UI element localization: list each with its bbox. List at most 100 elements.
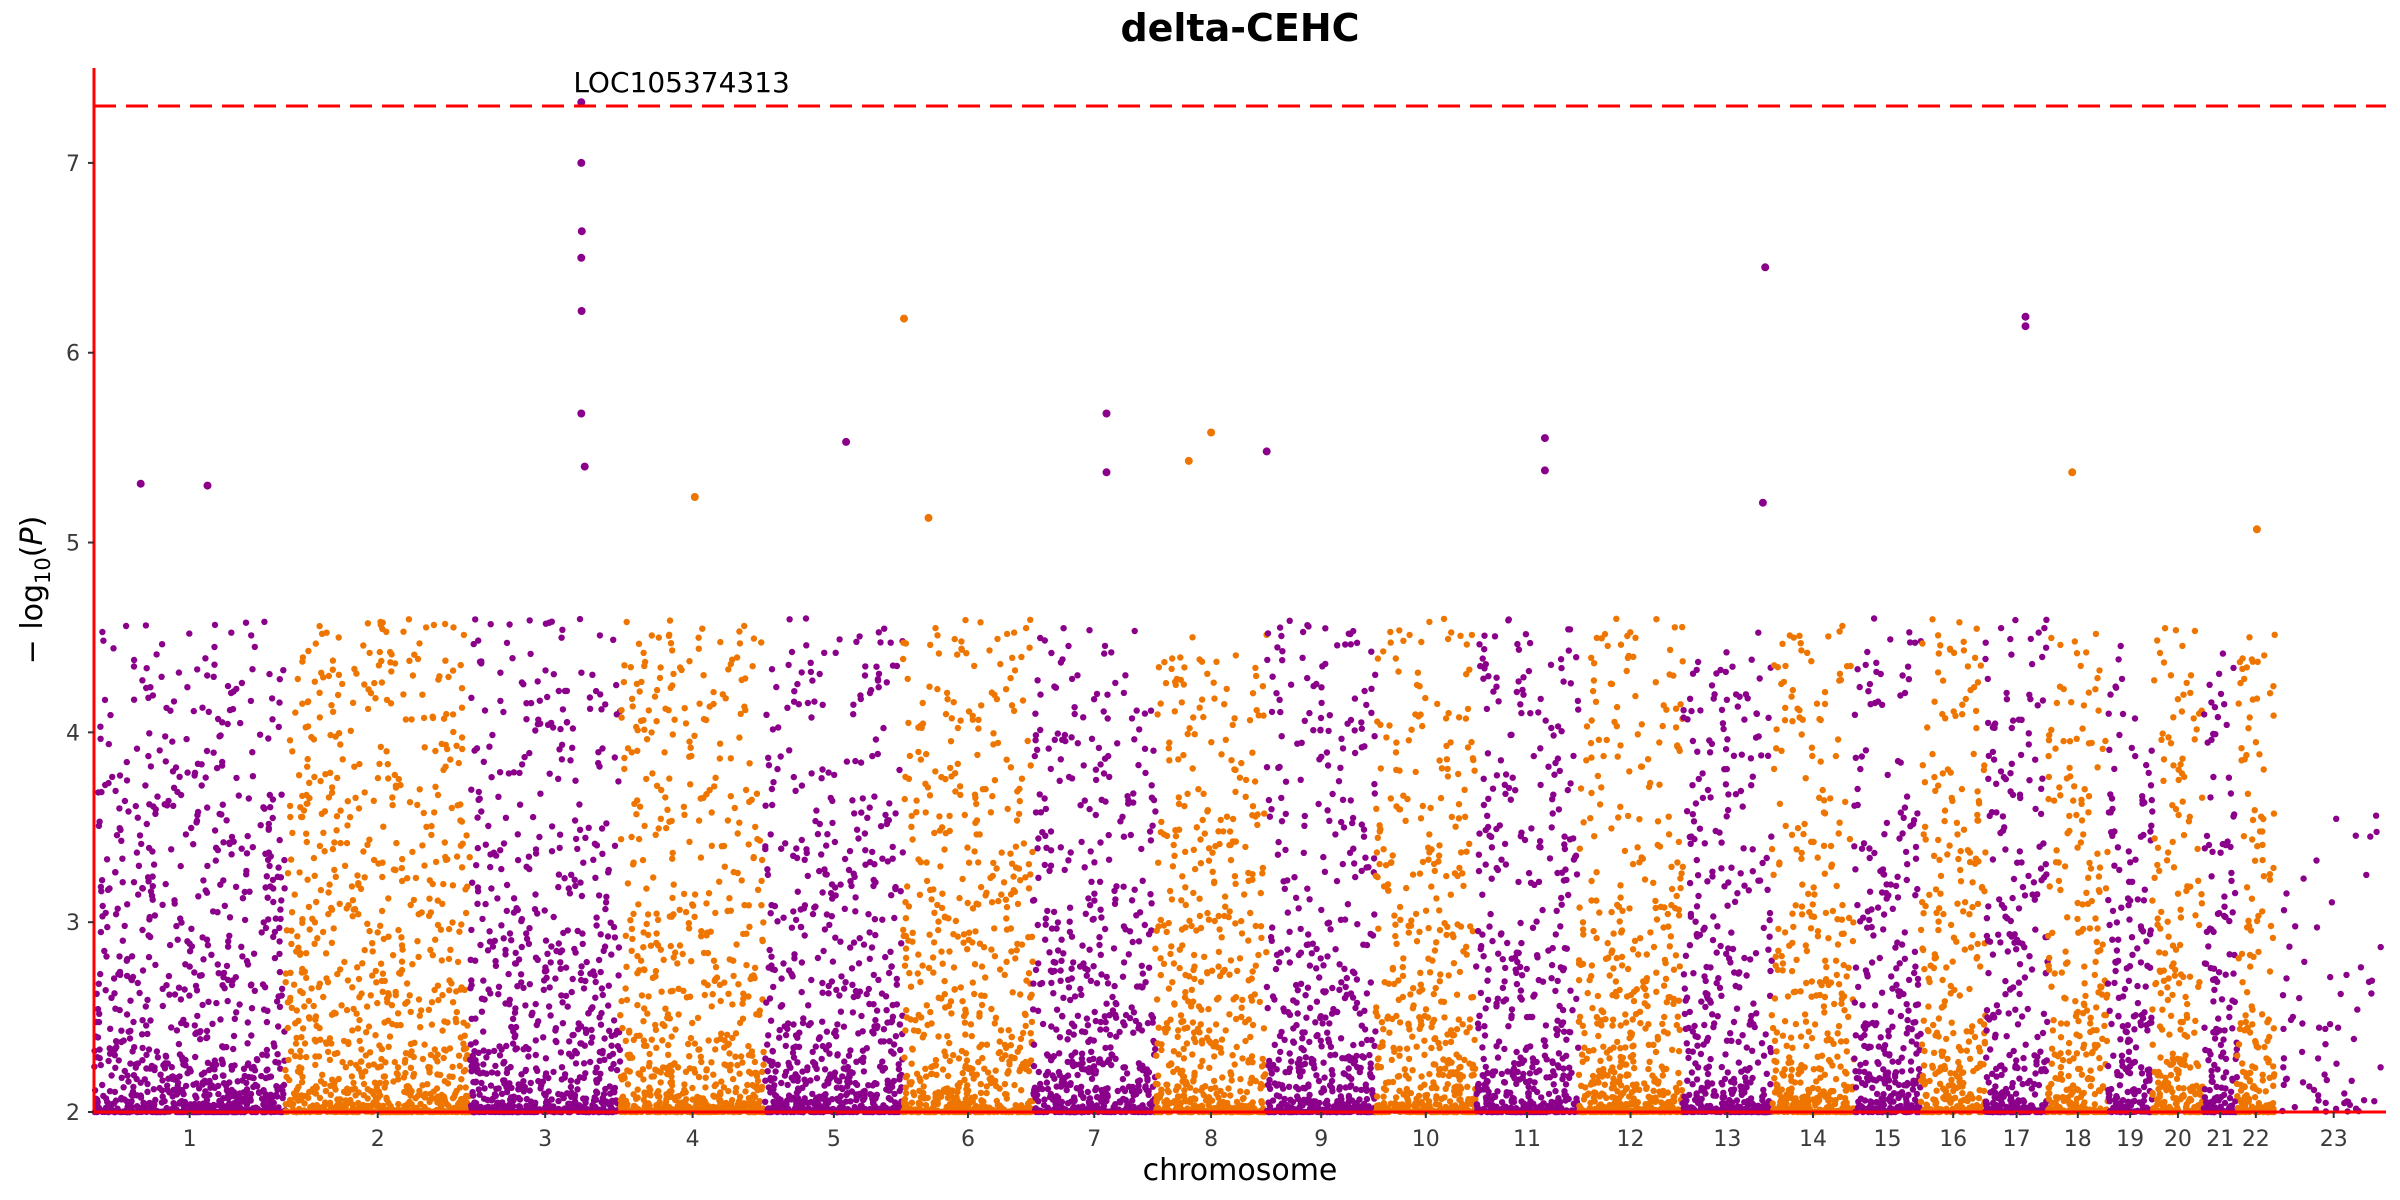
snp-point: [266, 791, 273, 799]
snp-point: [1013, 817, 1021, 824]
snp-point: [961, 811, 968, 819]
snp-point: [1095, 744, 1103, 752]
snp-point: [393, 1070, 400, 1077]
snp-point: [569, 1032, 576, 1039]
snp-point: [133, 1092, 141, 1099]
snp-point: [374, 774, 382, 782]
snp-point: [457, 817, 464, 824]
snp-point: [957, 791, 964, 799]
snp-point: [388, 668, 395, 675]
snp-point: [428, 822, 435, 830]
snp-point: [1007, 850, 1014, 857]
snp-point: [250, 950, 258, 957]
snp-point: [372, 695, 379, 702]
snp-point: [600, 1091, 608, 1098]
snp-point: [529, 813, 537, 821]
snp-point: [647, 1092, 654, 1099]
snp-point: [841, 985, 848, 992]
snp-point: [274, 873, 281, 880]
snp-point: [515, 956, 523, 963]
snp-point: [170, 698, 178, 705]
snp-point: [266, 862, 273, 870]
snp-point: [845, 866, 853, 874]
snp-point: [514, 983, 521, 990]
snp-point: [322, 771, 329, 778]
snp-point: [640, 929, 647, 936]
snp-point: [917, 978, 924, 986]
snp-point: [990, 859, 997, 867]
snp-point: [176, 1073, 183, 1080]
snp-point: [178, 1054, 186, 1061]
snp-point: [1081, 1028, 1089, 1036]
snp-point: [123, 777, 131, 784]
snp-point: [378, 1045, 386, 1053]
snp-point: [975, 901, 982, 908]
snp-point: [700, 949, 708, 957]
snp-point: [468, 1015, 475, 1022]
snp-point: [440, 880, 447, 888]
snp-point: [598, 1009, 605, 1017]
snp-point: [643, 736, 651, 743]
snp-point: [219, 758, 226, 766]
snp-point: [1012, 864, 1020, 871]
snp-point: [197, 1036, 204, 1043]
snp-point: [789, 1049, 797, 1057]
snp-point: [580, 1095, 587, 1102]
snp-point: [337, 807, 344, 814]
snp-point: [660, 956, 667, 963]
snp-point: [437, 1071, 444, 1079]
snp-point: [813, 807, 820, 814]
snp-point: [942, 710, 950, 718]
snp-point: [371, 1079, 379, 1086]
snp-point: [198, 782, 205, 789]
snp-point: [364, 920, 371, 927]
snp-point: [208, 951, 215, 958]
snp-point: [634, 747, 641, 754]
snp-point: [686, 993, 694, 1000]
snp-point: [877, 823, 885, 830]
snp-point: [306, 779, 313, 786]
snp-point: [339, 756, 346, 763]
snp-point: [773, 683, 780, 691]
snp-point: [668, 817, 675, 825]
snp-point: [417, 1007, 425, 1014]
snp-point: [603, 893, 610, 900]
snp-point: [191, 769, 199, 776]
snp-point: [708, 842, 715, 849]
snp-point: [574, 927, 581, 935]
snp-point: [764, 1041, 771, 1048]
snp-point: [1001, 1080, 1009, 1088]
snp-point: [901, 1054, 908, 1061]
snp-point: [323, 629, 330, 636]
snp-point: [736, 628, 743, 635]
snp-point: [849, 797, 856, 804]
snp-point: [206, 1066, 213, 1074]
snp-point: [996, 966, 1004, 973]
snp-point: [310, 1002, 317, 1010]
snp-point: [756, 1007, 763, 1014]
snp-point: [510, 895, 518, 902]
snp-point: [134, 979, 141, 987]
snp-point: [106, 1088, 114, 1095]
snp-point: [534, 910, 541, 917]
snp-point: [576, 615, 584, 623]
snp-point: [978, 1041, 985, 1048]
snp-point: [758, 902, 765, 909]
snp-point: [1036, 791, 1043, 798]
snp-point: [563, 1090, 571, 1097]
snp-point: [394, 1064, 402, 1071]
snp-point: [972, 928, 979, 935]
snp-point: [478, 1008, 486, 1015]
snp-point: [472, 1039, 479, 1046]
snp-point: [787, 1064, 794, 1071]
snp-point: [1009, 654, 1016, 661]
snp-point: [1051, 683, 1058, 690]
snp-point: [301, 968, 308, 975]
snp-point: [534, 678, 541, 685]
snp-point: [649, 770, 656, 777]
snp-point: [712, 1046, 719, 1053]
snp-point: [865, 985, 872, 993]
snp-point: [1146, 828, 1154, 835]
snp-point: [511, 1009, 519, 1016]
snp-point: [473, 862, 480, 869]
